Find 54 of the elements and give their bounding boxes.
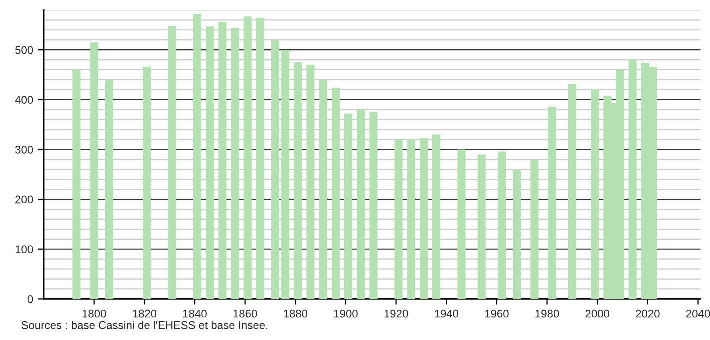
bar xyxy=(478,154,486,300)
bar xyxy=(394,140,403,300)
bar xyxy=(458,150,466,300)
x-tick-label: 2040 xyxy=(686,310,710,318)
x-tick-label: 1800 xyxy=(82,310,106,318)
x-tick-label: 1960 xyxy=(485,310,509,318)
y-tick-label: 500 xyxy=(16,46,34,54)
x-tick-label: 2000 xyxy=(586,310,610,318)
x-tick-label: 1880 xyxy=(284,310,308,318)
bar xyxy=(244,16,252,300)
x-tick-label: 1920 xyxy=(384,310,408,318)
x-tick-label: 1980 xyxy=(536,310,560,318)
y-tick-label: 300 xyxy=(15,146,34,154)
x-tick-label: 1860 xyxy=(234,310,258,318)
bar xyxy=(319,80,328,300)
bar xyxy=(271,40,280,300)
x-tick-label: 2020 xyxy=(636,310,660,318)
bar xyxy=(513,170,522,300)
bar xyxy=(591,90,600,300)
bar xyxy=(206,26,214,300)
bar xyxy=(231,28,240,300)
bar xyxy=(420,138,428,300)
bar xyxy=(105,80,114,300)
bar xyxy=(90,42,98,300)
bar xyxy=(306,65,315,300)
bar xyxy=(143,67,152,300)
x-tick-label: 1820 xyxy=(133,310,157,318)
y-tick-label: 100 xyxy=(16,246,34,254)
x-tick-label: 1840 xyxy=(183,310,207,318)
bar xyxy=(168,26,176,300)
bar xyxy=(193,14,202,300)
bar xyxy=(218,22,227,300)
bar xyxy=(344,114,353,300)
bar xyxy=(256,18,264,300)
bar xyxy=(282,50,290,300)
bar xyxy=(370,112,378,300)
bar xyxy=(530,160,539,300)
bar xyxy=(407,140,416,300)
bar xyxy=(72,70,81,300)
y-tick-label: 0 xyxy=(28,295,34,304)
bar xyxy=(432,134,441,300)
bar xyxy=(294,62,302,300)
bar xyxy=(604,96,612,300)
y-tick-label: 400 xyxy=(15,96,34,104)
x-tick-label: 1940 xyxy=(435,310,459,318)
y-tick-label: 200 xyxy=(16,196,34,204)
source-note: Sources : base Cassini de l'EHESS et base Insee. xyxy=(22,321,268,330)
bar xyxy=(628,60,637,300)
bar xyxy=(498,152,506,300)
bar xyxy=(568,84,576,300)
x-tick-label: 1900 xyxy=(334,310,358,318)
bar xyxy=(332,88,340,300)
bar xyxy=(548,106,556,300)
bar xyxy=(357,110,366,300)
